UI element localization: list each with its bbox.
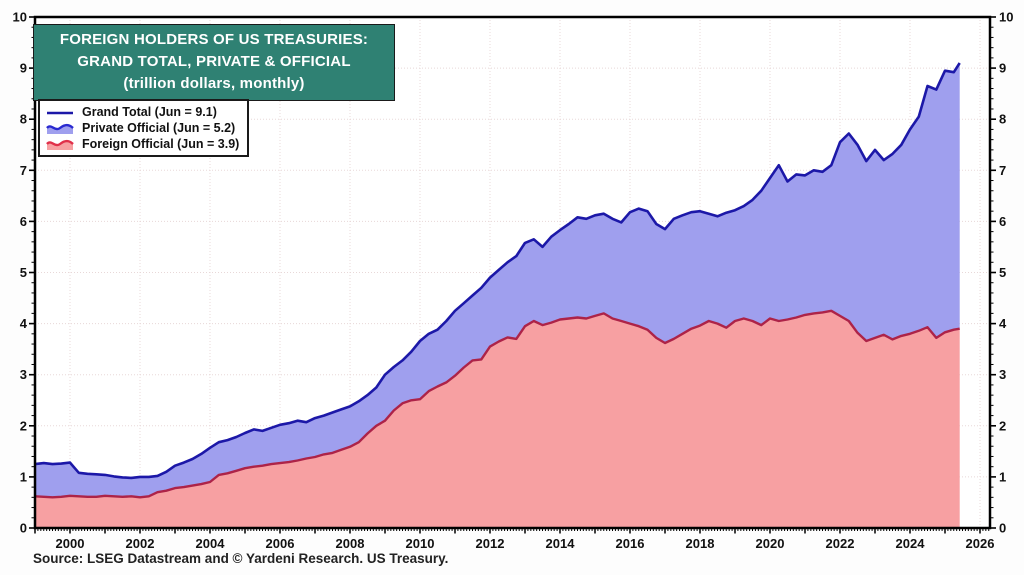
grand-total-series-line: [34, 62, 961, 480]
legend-item-foreign-official: Foreign Official (Jun = 3.9): [45, 136, 239, 152]
legend-item-grand-total: Grand Total (Jun = 9.1): [45, 104, 239, 120]
legend-label-private-official: Private Official (Jun = 5.2): [82, 121, 236, 135]
chart-title-line1: FOREIGN HOLDERS OF US TREASURIES:: [59, 31, 369, 48]
x-axis-label: 2020: [756, 536, 785, 551]
x-axis-label: 2010: [406, 536, 435, 551]
y-axis-label-right: 7: [999, 163, 1006, 178]
y-axis-label-right: 4: [999, 316, 1007, 331]
x-axis-label: 2008: [336, 536, 365, 551]
y-axis-label-right: 8: [999, 112, 1006, 127]
x-axis-label: 2002: [126, 536, 155, 551]
x-axis-label: 2004: [196, 536, 226, 551]
chart-title-line2: GRAND TOTAL, PRIVATE & OFFICIAL: [77, 53, 351, 70]
private-official-area: [35, 63, 960, 498]
y-axis-label-left: 10: [13, 10, 27, 25]
x-axis-label: 2016: [616, 536, 645, 551]
legend-label-grand-total: Grand Total (Jun = 9.1): [82, 105, 217, 119]
source-note: Source: LSEG Datastream and © Yardeni Re…: [33, 551, 449, 566]
x-axis-label: 2014: [546, 536, 576, 551]
x-axis-label: 2026: [966, 536, 995, 551]
y-axis-label-left: 6: [20, 214, 27, 229]
x-axis-label: 2022: [826, 536, 855, 551]
legend-item-private-official: Private Official (Jun = 5.2): [45, 120, 239, 136]
y-axis-label-right: 10: [999, 10, 1013, 25]
y-axis-label-left: 9: [20, 61, 27, 76]
y-axis-label-right: 3: [999, 367, 1006, 382]
y-axis-label-right: 0: [999, 521, 1006, 536]
chart-title-box: FOREIGN HOLDERS OF US TREASURIES: GRAND …: [33, 24, 395, 101]
legend: Grand Total (Jun = 9.1) Private Official…: [38, 99, 250, 157]
y-axis-label-right: 5: [999, 265, 1006, 280]
x-axis-label: 2012: [476, 536, 505, 551]
x-axis-label: 2006: [266, 536, 295, 551]
y-axis-label-left: 5: [20, 265, 27, 280]
x-axis-label: 2000: [56, 536, 85, 551]
foreign-official-series-line: [34, 309, 960, 499]
x-axis-label: 2024: [896, 536, 926, 551]
y-axis-label-left: 3: [20, 367, 27, 382]
legend-label-foreign-official: Foreign Official (Jun = 3.9): [82, 137, 240, 151]
y-axis-label-right: 2: [999, 418, 1006, 433]
y-axis-label-left: 4: [20, 316, 28, 331]
y-axis-label-right: 1: [999, 469, 1006, 484]
foreign-official-area: [35, 310, 960, 528]
y-axis-label-left: 7: [20, 163, 27, 178]
y-axis-label-left: 0: [20, 521, 27, 536]
foreign-official-area-icon: [46, 139, 74, 150]
x-axis-label: 2018: [686, 536, 715, 551]
grand-total-line-icon: [47, 111, 73, 114]
private-official-area-icon: [46, 123, 74, 134]
y-axis-label-right: 9: [999, 61, 1006, 76]
chart-title-line3: (trillion dollars, monthly): [123, 75, 305, 92]
y-axis-label-left: 1: [20, 469, 27, 484]
y-axis-label-left: 8: [20, 112, 27, 127]
y-axis-label-left: 2: [20, 418, 27, 433]
y-axis-label-right: 6: [999, 214, 1006, 229]
